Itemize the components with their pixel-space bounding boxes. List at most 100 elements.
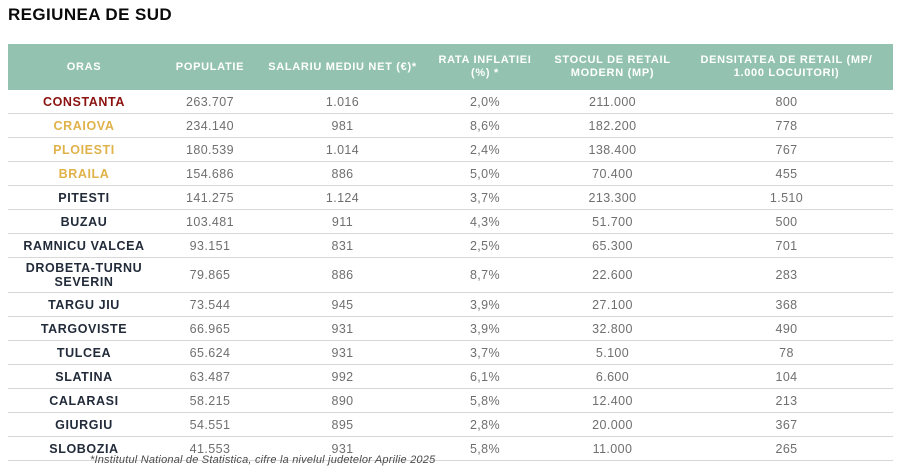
table-row: CRAIOVA 234.140 981 8,6% 182.200 778 [8, 113, 893, 138]
value-cell: 931 [260, 436, 425, 461]
value-cell: 5,0% [425, 161, 545, 186]
value-cell: 182.200 [545, 113, 680, 138]
table-row: TULCEA 65.624 931 3,7% 5.100 78 [8, 340, 893, 365]
value-cell: 27.100 [545, 292, 680, 317]
value-cell: 1.124 [260, 185, 425, 210]
value-cell: 1.016 [260, 90, 425, 114]
value-cell: 931 [260, 316, 425, 341]
table-row: PLOIESTI 180.539 1.014 2,4% 138.400 767 [8, 137, 893, 162]
table-row: CALARASI 58.215 890 5,8% 12.400 213 [8, 388, 893, 413]
region-sud-table: ORAS POPULATIE SALARIU MEDIU NET (€)* RA… [8, 44, 893, 461]
value-cell: 831 [260, 233, 425, 258]
value-cell: 490 [680, 316, 893, 341]
value-cell: 5,8% [425, 388, 545, 413]
value-cell: 104 [680, 364, 893, 389]
city-name-cell: BRAILA [8, 161, 160, 186]
value-cell: 6,1% [425, 364, 545, 389]
city-name-cell: CONSTANTA [8, 90, 160, 114]
column-header-stoc-retail: STOCUL DE RETAIL MODERN (MP) [545, 44, 680, 90]
column-header-inflatie: RATA INFLATIEI (%) * [425, 44, 545, 90]
value-cell: 138.400 [545, 137, 680, 162]
value-cell: 767 [680, 137, 893, 162]
value-cell: 931 [260, 340, 425, 365]
value-cell: 886 [260, 161, 425, 186]
table-row: BRAILA 154.686 886 5,0% 70.400 455 [8, 161, 893, 186]
city-name-cell: CRAIOVA [8, 113, 160, 138]
value-cell: 63.487 [160, 364, 260, 389]
value-cell: 8,6% [425, 113, 545, 138]
value-cell: 103.481 [160, 209, 260, 234]
value-cell: 4,3% [425, 209, 545, 234]
value-cell: 263.707 [160, 90, 260, 114]
value-cell: 70.400 [545, 161, 680, 186]
city-name-cell: SLOBOZIA [8, 436, 160, 461]
table-row: TARGU JIU 73.544 945 3,9% 27.100 368 [8, 292, 893, 317]
city-name-cell: PLOIESTI [8, 137, 160, 162]
value-cell: 500 [680, 209, 893, 234]
value-cell: 22.600 [545, 257, 680, 293]
city-name-cell: RAMNICU VALCEA [8, 233, 160, 258]
value-cell: 701 [680, 233, 893, 258]
table-row: GIURGIU 54.551 895 2,8% 20.000 367 [8, 412, 893, 437]
city-name-cell: TARGU JIU [8, 292, 160, 317]
value-cell: 455 [680, 161, 893, 186]
value-cell: 3,9% [425, 292, 545, 317]
value-cell: 911 [260, 209, 425, 234]
table-row: RAMNICU VALCEA 93.151 831 2,5% 65.300 701 [8, 233, 893, 258]
value-cell: 93.151 [160, 233, 260, 258]
city-name-cell: GIURGIU [8, 412, 160, 437]
value-cell: 8,7% [425, 257, 545, 293]
value-cell: 73.544 [160, 292, 260, 317]
value-cell: 778 [680, 113, 893, 138]
column-header-salariu: SALARIU MEDIU NET (€)* [260, 44, 425, 90]
value-cell: 154.686 [160, 161, 260, 186]
table-row: PITESTI 141.275 1.124 3,7% 213.300 1.510 [8, 185, 893, 210]
value-cell: 3,7% [425, 340, 545, 365]
table-body: CONSTANTA 263.707 1.016 2,0% 211.000 800 CRAIO… [8, 90, 893, 461]
value-cell: 11.000 [545, 436, 680, 461]
value-cell: 265 [680, 436, 893, 461]
table-row: SLATINA 63.487 992 6,1% 6.600 104 [8, 364, 893, 389]
value-cell: 213 [680, 388, 893, 413]
value-cell: 6.600 [545, 364, 680, 389]
value-cell: 5.100 [545, 340, 680, 365]
value-cell: 32.800 [545, 316, 680, 341]
value-cell: 283 [680, 257, 893, 293]
value-cell: 886 [260, 257, 425, 293]
column-header-densitate: DENSITATEA DE RETAIL (MP/ 1.000 LOCUITOR… [680, 44, 893, 90]
value-cell: 79.865 [160, 257, 260, 293]
value-cell: 1.014 [260, 137, 425, 162]
value-cell: 234.140 [160, 113, 260, 138]
city-name-cell: BUZAU [8, 209, 160, 234]
value-cell: 51.700 [545, 209, 680, 234]
column-header-populatie: POPULATIE [160, 44, 260, 90]
value-cell: 58.215 [160, 388, 260, 413]
table-header-row: ORAS POPULATIE SALARIU MEDIU NET (€)* RA… [8, 44, 893, 90]
value-cell: 2,5% [425, 233, 545, 258]
value-cell: 800 [680, 90, 893, 114]
table-header: ORAS POPULATIE SALARIU MEDIU NET (€)* RA… [8, 44, 893, 90]
value-cell: 65.300 [545, 233, 680, 258]
value-cell: 20.000 [545, 412, 680, 437]
value-cell: 78 [680, 340, 893, 365]
city-name-cell: DROBETA-TURNU SEVERIN [8, 257, 160, 293]
city-name-cell: SLATINA [8, 364, 160, 389]
value-cell: 992 [260, 364, 425, 389]
column-header-oras: ORAS [8, 44, 160, 90]
value-cell: 66.965 [160, 316, 260, 341]
table-row: SLOBOZIA 41.553 931 5,8% 11.000 265 [8, 436, 893, 461]
city-name-cell: TULCEA [8, 340, 160, 365]
value-cell: 180.539 [160, 137, 260, 162]
page-title: REGIUNEA DE SUD [8, 5, 173, 24]
value-cell: 3,7% [425, 185, 545, 210]
table-row: TARGOVISTE 66.965 931 3,9% 32.800 490 [8, 316, 893, 341]
city-name-cell: PITESTI [8, 185, 160, 210]
value-cell: 367 [680, 412, 893, 437]
table-row: BUZAU 103.481 911 4,3% 51.700 500 [8, 209, 893, 234]
city-name-cell: CALARASI [8, 388, 160, 413]
value-cell: 141.275 [160, 185, 260, 210]
value-cell: 211.000 [545, 90, 680, 114]
value-cell: 65.624 [160, 340, 260, 365]
value-cell: 890 [260, 388, 425, 413]
